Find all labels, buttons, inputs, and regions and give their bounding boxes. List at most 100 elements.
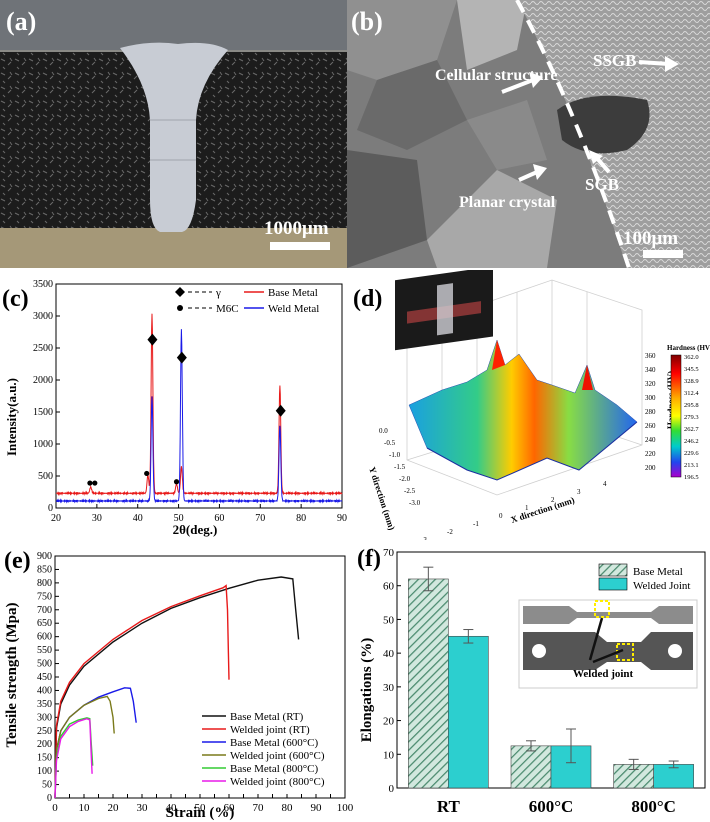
z-tick-label: 200 [645, 464, 656, 472]
x-tick-label: -2 [447, 528, 453, 536]
elongation-chart-svg: (f) Elongations (%) Base Metal Welded Jo… [357, 546, 706, 816]
panel-a-scale-text: 1000μm [264, 218, 329, 239]
colorbar-tick-label: 312.4 [684, 390, 699, 397]
legend-m6c-text: M6C [216, 303, 239, 315]
hardness-y-axis-label: Y direction (mm) [367, 466, 397, 532]
tensile-series-1 [54, 584, 230, 799]
colorbar-tick-label: 328.9 [684, 378, 699, 385]
colorbar [670, 354, 682, 478]
panel-b-scale-bar [643, 250, 683, 258]
weld-macrograph-image: (a) 1000μm [0, 0, 347, 268]
tensile-y-tick-label: 200 [37, 739, 52, 750]
tensile-y-tick-label: 750 [37, 591, 52, 602]
panel-a-macrograph: (a) 1000μm [0, 0, 347, 268]
tensile-x-tick-label: 100 [337, 802, 354, 814]
sgb-annotation: SGB [585, 175, 619, 194]
welded-joint-bar [448, 635, 489, 789]
tensile-y-axis-label: Tensile strength (Mpa) [4, 602, 20, 747]
legend-base-text: Base Metal [268, 287, 318, 299]
xrd-y-tick-label: 3500 [33, 279, 53, 290]
z-axis-ticks: 360 340 320 300 280 260 240 220 200 [645, 352, 656, 472]
tensile-x-tick-label: 0 [52, 802, 58, 814]
elongation-y-axis-label: Elongations (%) [359, 638, 375, 743]
colorbar-ticks: 362.0 345.5 328.9 312.4 295.8 279.3 262.7 246.2… [684, 354, 699, 481]
tensile-y-tick-label: 900 [37, 551, 52, 562]
tensile-series-0 [54, 576, 300, 799]
xrd-y-axis-label: Intensity(a.u.) [4, 378, 19, 456]
colorbar-tick-label: 295.8 [684, 402, 699, 409]
xrd-y-tick-label: 1500 [33, 407, 53, 418]
hardness-inset-photo [395, 270, 493, 351]
tensile-legend: Base Metal (RT)Welded joint (RT)Base Met… [202, 711, 325, 788]
hardness-x-axis-label: X direction (mm) [510, 495, 576, 525]
tensile-legend-label: Base Metal (RT) [230, 711, 304, 723]
y-tick-label: -1.0 [389, 451, 401, 459]
xrd-x-tick-label: 20 [51, 513, 61, 524]
x-tick-label: 1 [525, 504, 529, 512]
tensile-x-tick-label: 40 [166, 802, 178, 814]
tensile-y-tick-label: 0 [47, 793, 52, 804]
weld-micrograph-image: (b) SSGB Cellular structure SGB Planar c… [347, 0, 710, 268]
elongation-y-tick-label: 40 [383, 648, 395, 660]
panel-e-tensile-chart: (e) Tensile strength (Mpa) Strain (%) Ba… [0, 540, 355, 822]
tensile-x-tick-label: 70 [253, 802, 265, 814]
xrd-x-tick-label: 30 [92, 513, 102, 524]
elongation-category-label: 800°C [631, 797, 676, 816]
colorbar-tick-label: 229.6 [684, 450, 699, 457]
colorbar-tick-label: 246.2 [684, 438, 699, 445]
panel-a-scale-bar [270, 242, 330, 250]
xrd-y-tick-label: 2000 [33, 375, 53, 386]
panel-b-micrograph: (b) SSGB Cellular structure SGB Planar c… [347, 0, 710, 268]
legend-m6c-marker [177, 305, 183, 311]
legend-base-text: Base Metal [633, 566, 683, 578]
colorbar-tick-label: 262.7 [684, 426, 699, 433]
tensile-y-tick-label: 800 [37, 578, 52, 589]
x-tick-label: 0 [499, 512, 503, 520]
elongation-y-tick-label: 70 [383, 547, 395, 559]
colorbar-tick-label: 345.5 [684, 366, 699, 373]
elongation-y-tick-label: 10 [383, 749, 395, 761]
base-metal-bar [408, 578, 449, 789]
tensile-y-tick-label: 500 [37, 659, 52, 670]
tensile-y-tick-label: 50 [42, 780, 52, 791]
tensile-y-tick-label: 450 [37, 672, 52, 683]
panel-b-label: (b) [351, 7, 383, 36]
ssgb-annotation: SSGB [593, 51, 636, 70]
legend-gamma-marker [175, 287, 185, 297]
xrd-x-tick-label: 90 [337, 513, 347, 524]
gamma-peak-marker [147, 333, 158, 346]
panel-e-label: (e) [4, 548, 31, 574]
tensile-series-2 [54, 687, 137, 799]
xrd-series-base-metal [56, 313, 343, 497]
m6c-peak-marker [144, 470, 150, 477]
legend-welded-swatch [598, 577, 628, 591]
xrd-y-tick-label: 2500 [33, 343, 53, 354]
xrd-y-tick-label: 3000 [33, 311, 53, 322]
panel-f-label: (f) [357, 546, 381, 572]
elongation-category-label: 600°C [529, 797, 574, 816]
elongation-y-tick-label: 20 [383, 716, 395, 728]
z-tick-label: 220 [645, 450, 656, 458]
tensile-y-tick-label: 600 [37, 632, 52, 643]
tensile-y-tick-label: 850 [37, 564, 52, 575]
z-tick-label: 240 [645, 436, 656, 444]
xrd-x-tick-label: 60 [214, 513, 224, 524]
xrd-x-tick-label: 80 [296, 513, 306, 524]
tensile-series-3 [54, 695, 115, 799]
tensile-x-tick-label: 10 [79, 802, 91, 814]
colorbar-tick-label: 279.3 [684, 414, 699, 421]
tensile-x-tick-label: 90 [311, 802, 323, 814]
tensile-y-tick-label: 650 [37, 618, 52, 629]
legend-weld-text: Weld Metal [268, 303, 319, 315]
m6c-peak-marker [87, 480, 93, 486]
gamma-peak-marker [176, 351, 187, 364]
tensile-y-tick-label: 700 [37, 605, 52, 616]
xrd-plot-frame [55, 283, 343, 509]
tensile-x-tick-label: 30 [137, 802, 149, 814]
panel-c-label: (c) [2, 286, 29, 312]
x-tick-label: -1 [473, 520, 479, 528]
tensile-y-tick-label: 350 [37, 699, 52, 710]
cellular-arrow-icon [501, 78, 534, 94]
